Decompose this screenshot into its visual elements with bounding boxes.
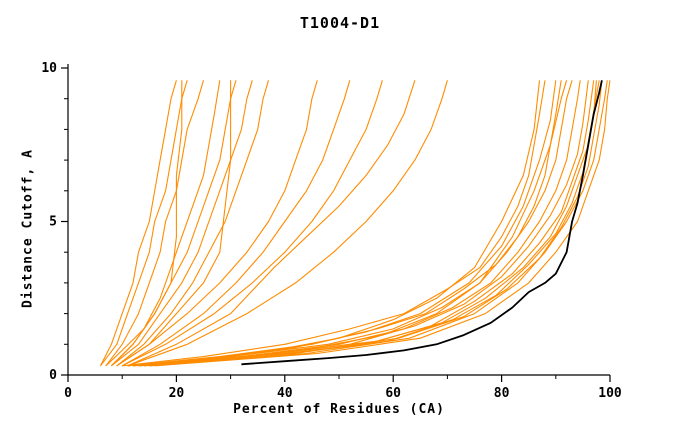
model-curve — [116, 80, 232, 367]
x-tick-label: 20 — [169, 386, 185, 401]
model-curve — [100, 80, 188, 367]
model-curve — [105, 80, 205, 367]
model-curve — [116, 80, 318, 367]
model-curve — [121, 80, 351, 367]
model-curve — [138, 80, 568, 367]
model-curve — [111, 80, 237, 367]
y-tick-label: 10 — [41, 61, 57, 76]
x-tick-label: 80 — [494, 386, 510, 401]
model-curve — [154, 80, 611, 367]
model-curve — [111, 80, 253, 367]
y-tick-label: 5 — [49, 215, 57, 230]
x-tick-label: 0 — [64, 386, 72, 401]
highlighted-curve — [241, 80, 603, 366]
model-curve — [100, 80, 177, 367]
x-axis-label: Percent of Residues (CA) — [233, 402, 445, 417]
model-curve — [132, 80, 581, 367]
chart-title: T1004-D1 — [299, 14, 381, 32]
y-axis-label: Distance Cutoff, A — [20, 149, 36, 308]
model-curve — [138, 80, 589, 367]
model-curve — [105, 80, 221, 367]
x-tick-label: 100 — [598, 386, 622, 401]
x-tick-label: 40 — [277, 386, 293, 401]
model-curve — [122, 80, 546, 367]
y-tick-label: 0 — [49, 368, 57, 383]
model-curve — [111, 80, 183, 367]
model-curve — [132, 80, 557, 367]
model-curve — [127, 80, 416, 367]
x-tick-label: 60 — [385, 386, 401, 401]
model-curve — [116, 80, 270, 367]
model-curve — [149, 80, 603, 367]
model-curve — [149, 80, 608, 367]
model-curve — [132, 80, 573, 367]
model-curve — [127, 80, 562, 367]
model-curve — [127, 80, 448, 367]
model-curve — [121, 80, 383, 367]
